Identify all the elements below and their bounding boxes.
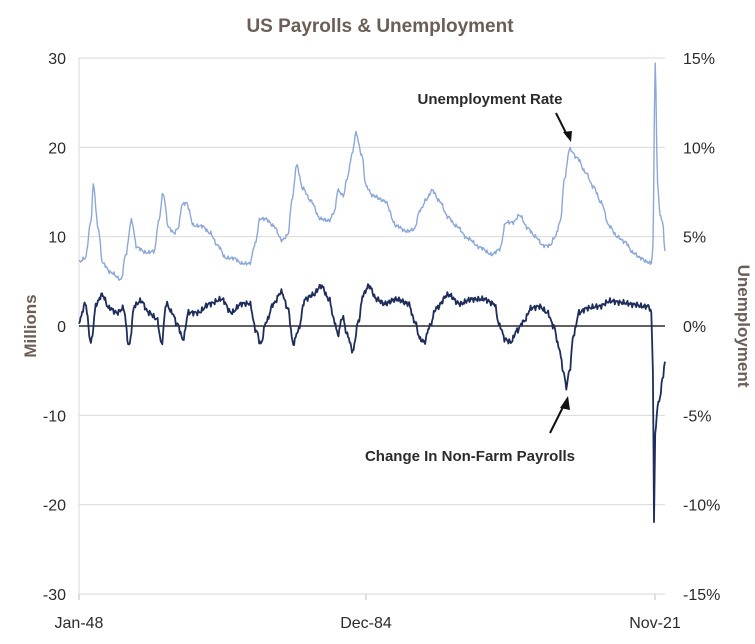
- annotation-unemployment-rate: Unemployment Rate: [417, 91, 562, 108]
- x-tick-label: Jan-48: [55, 615, 104, 632]
- x-tick-label: Dec-84: [340, 615, 392, 632]
- y-right-tick-label: -5%: [683, 408, 711, 425]
- right-axis-ticks: 15% 10% 5% 0% -5% -10% -15%: [683, 51, 720, 604]
- left-axis-ticks: 30 20 10 0 -10 -20 -30: [43, 51, 66, 604]
- series-layer: [78, 62, 666, 523]
- annotation-arrowhead-payrolls: [560, 396, 570, 410]
- y-left-tick-label: -30: [43, 587, 66, 604]
- y-right-tick-label: 5%: [683, 230, 706, 247]
- y-right-tick-label: -15%: [683, 587, 720, 604]
- y-right-axis-label: Unemployment: [734, 265, 753, 388]
- y-right-tick-label: 10%: [683, 140, 715, 157]
- x-tick-label: Nov-21: [629, 615, 681, 632]
- y-left-axis-label: Millions: [21, 294, 40, 357]
- annotation-payrolls: Change In Non-Farm Payrolls: [365, 448, 575, 465]
- y-left-tick-label: 10: [48, 230, 66, 247]
- y-left-tick-label: 20: [48, 140, 66, 157]
- y-left-tick-label: 0: [57, 319, 66, 336]
- y-right-tick-label: -10%: [683, 498, 720, 515]
- y-left-tick-label: -20: [43, 498, 66, 515]
- y-left-tick-label: 30: [48, 51, 66, 68]
- x-axis-ticks: Jan-48 Dec-84 Nov-21: [55, 593, 681, 632]
- y-right-tick-label: 0%: [683, 319, 706, 336]
- series-line-payrolls: [78, 283, 666, 523]
- y-right-tick-label: 15%: [683, 51, 715, 68]
- series-line-unemployment: [78, 62, 666, 281]
- annotation-arrowhead-unemployment: [563, 131, 572, 142]
- y-left-tick-label: -10: [43, 408, 66, 425]
- chart-title: US Payrolls & Unemployment: [246, 16, 514, 37]
